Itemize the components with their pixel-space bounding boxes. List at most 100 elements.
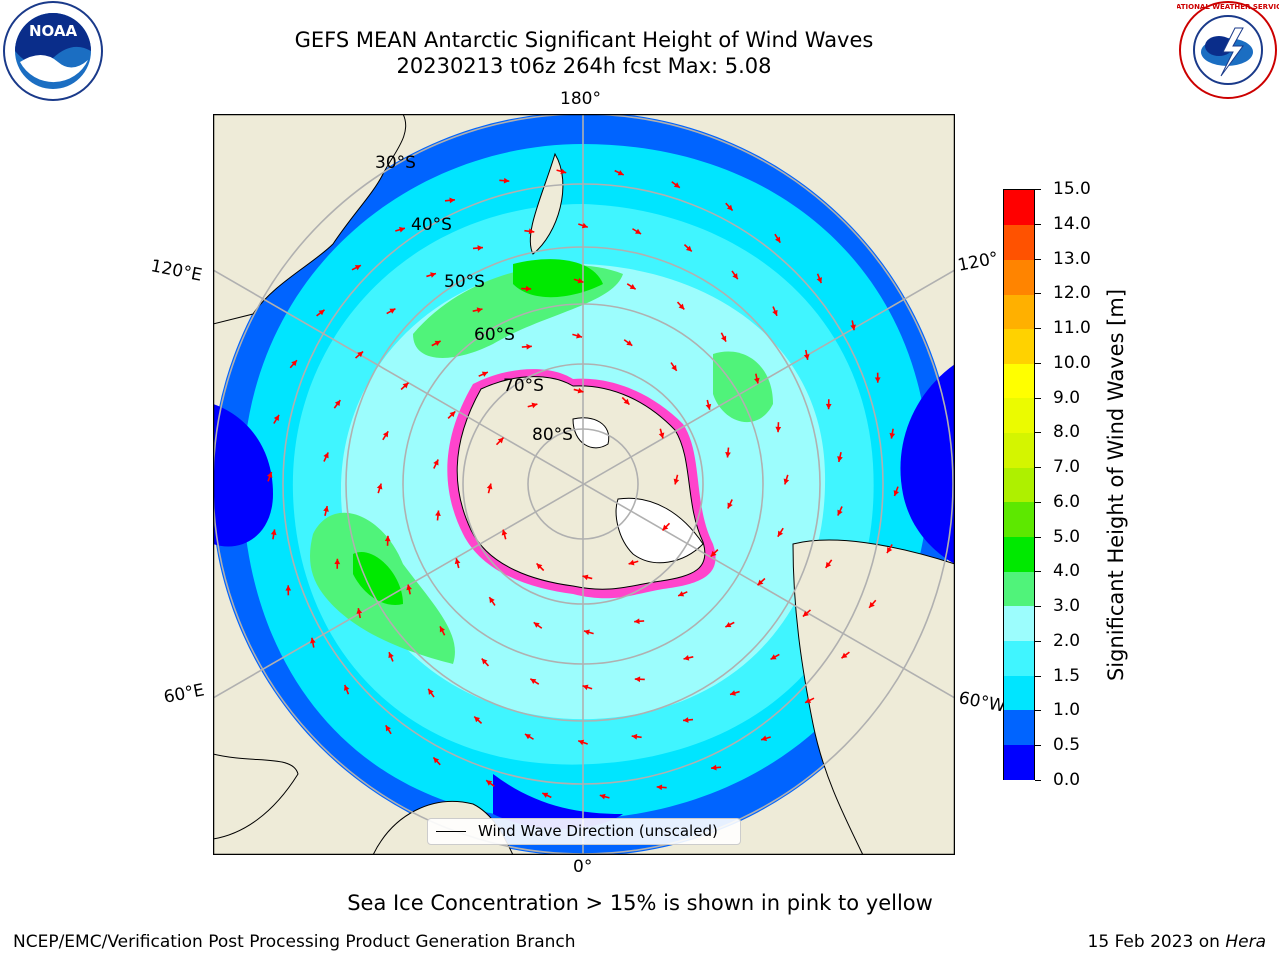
colorbar-segment	[1004, 501, 1034, 538]
wave-arrow-head	[530, 678, 537, 685]
wave-arrow-head	[384, 535, 391, 542]
colorbar-tick-mark	[1035, 745, 1041, 747]
colorbar-tick-label: 1.0	[1053, 700, 1081, 721]
wave-arrow-head	[334, 558, 341, 565]
wave-arrow-head	[725, 622, 732, 628]
wave-arrow-head	[623, 398, 630, 405]
wave-green-patch-3	[713, 351, 773, 423]
wave-arrow-head	[634, 676, 641, 683]
wave-arrow-head	[486, 780, 493, 786]
lat-label-30s: 30°S	[375, 153, 416, 173]
legend-label: Wind Wave Direction (unscaled)	[478, 822, 718, 840]
wave-arrow-head	[783, 478, 790, 485]
map-legend: Wind Wave Direction (unscaled)	[427, 818, 741, 845]
lat-label-70s: 70°S	[503, 376, 544, 396]
colorbar-segment	[1004, 190, 1034, 226]
colorbar-tick-label: 14.0	[1053, 213, 1091, 234]
madagascar	[213, 753, 299, 840]
wave-arrow-head	[582, 574, 589, 581]
lat-label-40s: 40°S	[411, 215, 452, 235]
wave-arrow-head	[626, 340, 633, 346]
map-frame	[213, 114, 955, 855]
wave-arrow-head	[850, 324, 856, 331]
australia	[213, 114, 407, 325]
wave-arrow-head	[721, 335, 727, 342]
wave-arrow-head	[270, 529, 277, 536]
colorbar-segment	[1004, 605, 1034, 641]
wave-arrow-head	[560, 168, 567, 175]
colorbar-segment	[1004, 397, 1034, 434]
lon-label-60e: 60°E	[162, 680, 207, 708]
wave-arrow-head	[434, 340, 441, 346]
wave-arrow-head	[874, 377, 881, 383]
wave-arrow-head	[526, 343, 532, 350]
wave-arrow-head	[631, 733, 638, 740]
colorbar-segment	[1004, 675, 1034, 711]
wave-arrow-head	[266, 471, 273, 478]
wave-arrow-head	[323, 506, 329, 512]
wave-arrow-head	[662, 524, 669, 531]
lon-label-120e: 120°E	[149, 256, 204, 286]
wave-arrow-head	[634, 618, 640, 625]
wave-arrow-head	[732, 273, 738, 280]
wave-arrow-head	[433, 459, 439, 466]
ocean-low-patch-south	[493, 774, 623, 829]
wave-arrow-head	[683, 655, 690, 661]
wave-arrow-head	[344, 684, 350, 691]
colorbar-label: Significant Height of Wind Waves [m]	[1104, 288, 1128, 682]
colorbar-tick-label: 6.0	[1053, 491, 1081, 512]
colorbar-tick-label: 1.5	[1053, 665, 1081, 686]
wave-arrow-head	[435, 510, 441, 517]
wave-arrow-head	[803, 354, 810, 360]
wave-arrow-head	[777, 530, 784, 537]
lon-label-120w: 120°	[956, 248, 1001, 276]
colorbar-tick-label: 7.0	[1053, 457, 1081, 478]
wave-arrow-head	[617, 170, 624, 176]
wave-arrow-head	[449, 411, 456, 418]
lat-label-50s: 50°S	[444, 272, 485, 292]
colorbar-segment	[1004, 328, 1034, 364]
colorbar-segment	[1004, 467, 1034, 503]
lon-label-180: 180°	[560, 89, 601, 109]
colorbar-tick-label: 13.0	[1053, 248, 1091, 269]
wave-arrow-head	[825, 403, 832, 410]
colorbar-segment	[1004, 224, 1034, 260]
sea-ice-note: Sea Ice Concentration > 15% is shown in …	[347, 891, 933, 915]
colorbar-segment	[1004, 709, 1034, 745]
colorbar-tick-mark	[1035, 606, 1041, 608]
wave-arrow-head	[583, 629, 590, 636]
colorbar-tick-label: 9.0	[1053, 387, 1081, 408]
wave-arrow-head	[291, 360, 297, 367]
wave-arrow-head	[770, 654, 777, 660]
wave-arrow-head	[449, 197, 455, 204]
wave-arrow-head	[525, 285, 532, 292]
wave-arrow-head	[577, 277, 584, 284]
wave-arrow-head	[376, 483, 383, 490]
wave-arrow-head	[725, 451, 731, 458]
wave-arrow-head	[310, 637, 316, 644]
wave-arrow-head	[399, 226, 405, 233]
wave-arrow-head	[656, 784, 663, 791]
wave-green-patch-1-core	[513, 259, 603, 298]
footer-date-prefix: 15 Feb 2023 on	[1087, 932, 1226, 952]
wave-arrow-head	[757, 579, 764, 586]
wave-arrow-head	[439, 626, 445, 633]
wave-arrow-head	[671, 364, 677, 371]
colorbar-tick-mark	[1035, 710, 1041, 712]
south-america	[792, 539, 955, 855]
colorbar-tick-label: 0.5	[1053, 735, 1081, 756]
colorbar-tick-mark	[1035, 328, 1041, 330]
wave-arrow-head	[685, 245, 692, 252]
noaa-logo: NOAA	[2, 0, 104, 102]
wave-arrow-head	[356, 608, 363, 614]
wave-arrow-head	[775, 426, 782, 433]
wave-arrow-head	[388, 652, 394, 659]
wave-arrow-head	[869, 601, 875, 608]
colorbar-segment	[1004, 432, 1034, 468]
footer-date: 15 Feb 2023 on Hera	[1088, 932, 1266, 952]
wave-arrow-head	[389, 308, 396, 314]
ocean-low-patch-east	[900, 364, 955, 564]
wave-arrow-head	[323, 452, 329, 459]
wave-arrow-head	[802, 610, 809, 617]
wave-arrow-head	[886, 547, 893, 554]
